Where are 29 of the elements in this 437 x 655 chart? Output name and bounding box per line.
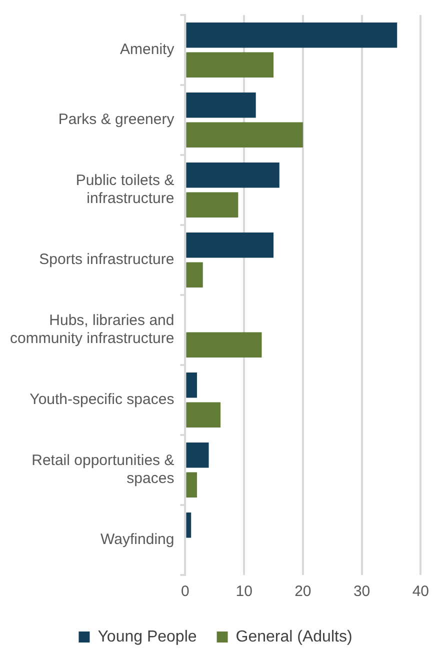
- bar: [186, 92, 256, 118]
- bar: [186, 192, 238, 218]
- y-tick-label: Amenity: [120, 41, 175, 58]
- x-tick-label: 40: [412, 583, 429, 600]
- y-tick-label: Public toilets & infrastructure: [76, 172, 174, 208]
- bar: [186, 402, 221, 428]
- bar: [186, 122, 303, 148]
- y-tick-label: Youth-specific spaces: [30, 391, 174, 408]
- bar: [186, 162, 280, 188]
- legend-label: General (Adults): [236, 628, 352, 646]
- bar: [186, 332, 262, 358]
- y-tick-label: Wayfinding: [100, 531, 174, 548]
- legend-label: Young People: [98, 628, 197, 646]
- bar: [186, 22, 398, 48]
- bar: [186, 512, 192, 538]
- x-tick-label: 10: [236, 583, 252, 600]
- y-tick-label: Sports infrastructure: [39, 251, 174, 268]
- y-tick-label: Hubs, libraries and community infrastructure: [10, 312, 174, 348]
- y-tick-label: Parks & greenery: [58, 111, 175, 128]
- bar: [186, 442, 209, 468]
- bar: [186, 472, 197, 498]
- x-tick-label: 0: [181, 583, 190, 600]
- bar: [186, 372, 197, 398]
- x-tick-label: 20: [294, 583, 312, 600]
- y-tick-label: Retail opportunities & spaces: [32, 452, 174, 488]
- bar: [186, 52, 274, 78]
- x-tick-label: 30: [353, 583, 370, 600]
- bar: [186, 262, 203, 288]
- bar: [186, 232, 274, 258]
